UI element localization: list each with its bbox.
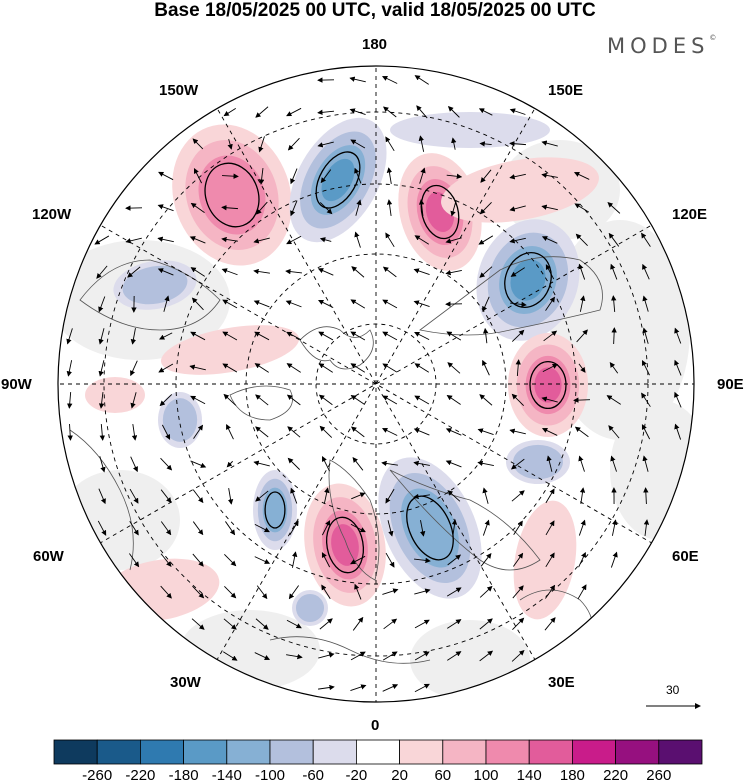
- colorbar-tick-label: 60: [434, 767, 451, 784]
- colorbar-tick-label: -140: [212, 767, 242, 784]
- colorbar-swatch: [486, 740, 529, 764]
- lon-label-60e: 60E: [672, 548, 699, 565]
- colorbar-swatch: [54, 740, 97, 764]
- lon-label-0: 0: [371, 717, 379, 734]
- lon-label-30w: 30W: [170, 674, 201, 691]
- colorbar-swatch: [313, 740, 356, 764]
- colorbar-swatch: [356, 740, 399, 764]
- lon-label-30e: 30E: [548, 674, 575, 691]
- colorbar-swatch: [616, 740, 659, 764]
- neutral-patch: [610, 400, 710, 540]
- lon-label-180: 180: [362, 36, 387, 53]
- positive-anomaly: [85, 377, 145, 413]
- positive-anomaly: [534, 367, 561, 402]
- colorbar-swatch: [270, 740, 313, 764]
- colorbar-swatch: [529, 740, 572, 764]
- colorbar-swatch: [400, 740, 443, 764]
- reference-vector-label: 30: [666, 683, 679, 697]
- colorbar-tick-label: -20: [346, 767, 368, 784]
- colorbar-tick-label: -180: [169, 767, 199, 784]
- lon-label-90e: 90E: [717, 376, 744, 393]
- colorbar-tick-label: -220: [125, 767, 155, 784]
- colorbar-tick-label: -100: [255, 767, 285, 784]
- negative-anomaly: [390, 112, 550, 148]
- colorbar-tick-label: 20: [391, 767, 408, 784]
- lon-label-120w: 120W: [32, 206, 71, 223]
- colorbar-tick-label: -260: [82, 767, 112, 784]
- lon-label-60w: 60W: [33, 548, 64, 565]
- negative-anomaly: [263, 488, 288, 533]
- negative-anomaly: [296, 594, 324, 622]
- colorbar-tick-label: 220: [603, 767, 628, 784]
- colorbar-swatch: [572, 740, 615, 764]
- colorbar-tick-label: 140: [517, 767, 542, 784]
- colorbar-swatch: [184, 740, 227, 764]
- colorbar-tick-label: 100: [473, 767, 498, 784]
- colorbar-tick-label: 180: [560, 767, 585, 784]
- lon-label-90w: 90W: [1, 376, 32, 393]
- lon-label-150w: 150W: [159, 82, 198, 99]
- colorbar-tick-label: -60: [302, 767, 324, 784]
- colorbar-tick-label: 260: [646, 767, 671, 784]
- field-layer: [50, 60, 710, 720]
- colorbar-swatch: [443, 740, 486, 764]
- lon-label-120e: 120E: [672, 206, 707, 223]
- lon-label-150e: 150E: [548, 82, 583, 99]
- colorbar-swatch: [140, 740, 183, 764]
- colorbar-swatch: [659, 740, 702, 764]
- colorbar: [54, 740, 702, 764]
- colorbar-swatch: [97, 740, 140, 764]
- colorbar-swatch: [227, 740, 270, 764]
